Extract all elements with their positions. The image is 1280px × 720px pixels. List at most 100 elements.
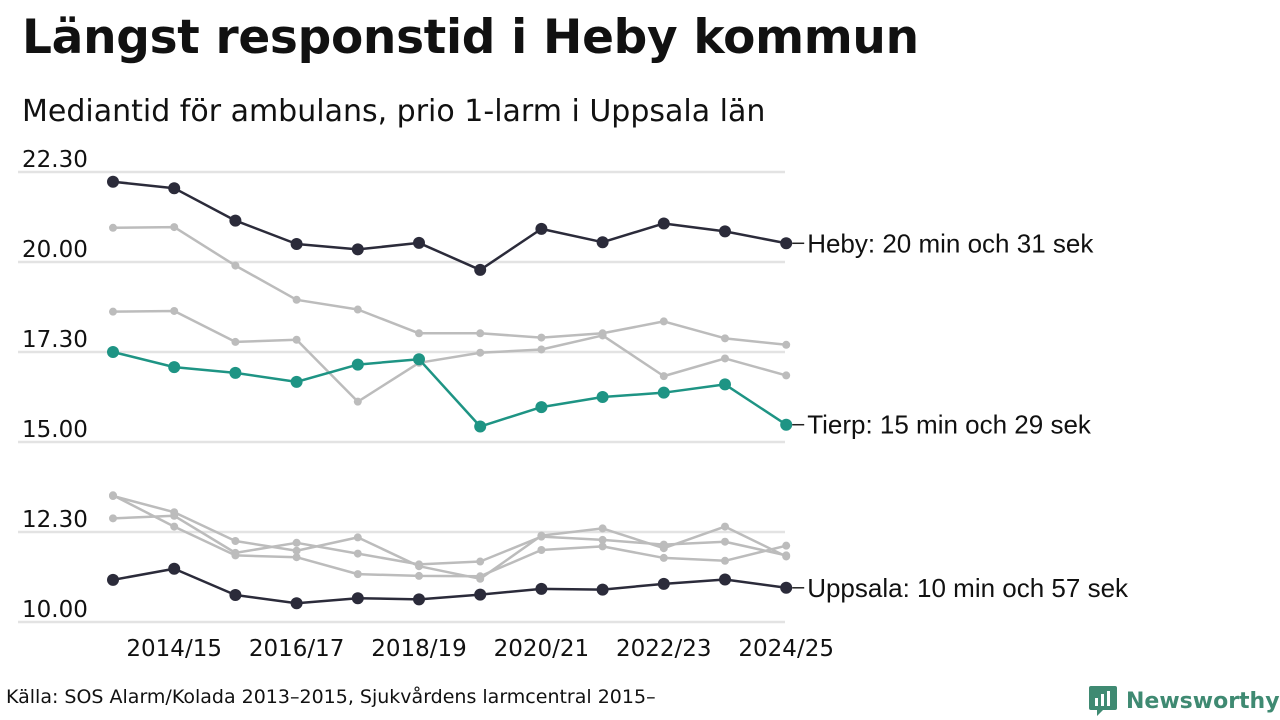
grid-lines	[18, 170, 785, 624]
data-point	[290, 375, 303, 388]
data-point	[657, 386, 670, 399]
data-point	[231, 261, 240, 270]
y-tick-label: 15.00	[22, 417, 88, 443]
series-end-label: Tierp: 15 min och 29 sek	[807, 410, 1092, 440]
data-point	[782, 371, 791, 380]
data-point	[780, 581, 793, 594]
series-end-label: Heby: 20 min och 31 sek	[807, 228, 1094, 258]
data-point	[229, 214, 242, 227]
end-labels: Heby: 20 min och 31 sek Tierp: 15 min och…	[792, 228, 1129, 603]
series-uppsala	[107, 562, 793, 610]
data-point	[476, 329, 485, 338]
data-point	[719, 573, 731, 586]
series-line	[112, 514, 787, 566]
series-övrig-kommun-d	[109, 491, 791, 581]
data-point	[537, 333, 546, 342]
data-point	[292, 335, 301, 344]
data-point	[413, 236, 425, 249]
y-tick-label: 17.30	[22, 327, 88, 353]
data-point	[476, 557, 485, 566]
data-point	[229, 366, 242, 379]
data-point	[231, 537, 240, 545]
data-point	[721, 522, 729, 531]
data-point	[537, 546, 546, 554]
data-point	[537, 532, 546, 541]
x-axis-ticks: 2014/15 2016/17 2018/19 2020/21 2022/23 2024/…	[126, 636, 834, 662]
data-point	[659, 540, 668, 549]
data-point	[535, 222, 548, 235]
data-point	[413, 593, 425, 606]
series-övrig-kommun-e	[109, 511, 791, 569]
data-point	[109, 307, 117, 316]
data-point	[290, 238, 303, 250]
source-note: Källa: SOS Alarm/Kolada 2013–2015, Sjukv…	[6, 686, 656, 708]
data-point	[474, 420, 487, 433]
data-point	[535, 401, 548, 414]
data-point	[107, 346, 119, 358]
data-point	[782, 340, 791, 349]
brand-logo: Newsworthy	[1088, 684, 1280, 718]
data-point	[719, 225, 731, 238]
x-tick-label: 2014/15	[126, 636, 222, 662]
data-point	[782, 551, 791, 560]
data-point	[353, 305, 362, 314]
data-point	[229, 589, 242, 601]
data-point	[170, 223, 179, 232]
data-point	[353, 397, 362, 406]
data-point	[780, 237, 793, 250]
data-point	[413, 353, 425, 366]
chart-subtitle: Mediantid för ambulans, prio 1-larm i Up…	[22, 94, 766, 129]
data-point	[598, 331, 607, 340]
y-tick-label: 10.00	[22, 597, 88, 623]
data-point	[474, 263, 487, 276]
data-point	[107, 175, 119, 188]
data-point	[721, 354, 729, 363]
data-point	[415, 571, 423, 580]
data-point	[659, 553, 668, 562]
y-axis-ticks: 10.00 12.30 15.00 17.30 20.00 22.30	[22, 147, 88, 623]
data-point	[351, 592, 364, 605]
data-point	[476, 572, 485, 581]
data-point	[659, 372, 668, 381]
data-point	[596, 391, 609, 403]
data-point	[292, 553, 301, 562]
data-point	[292, 538, 301, 547]
data-point	[659, 317, 668, 326]
data-point	[109, 514, 117, 523]
series-heby	[107, 175, 793, 276]
data-point	[782, 541, 791, 550]
series-line	[112, 494, 787, 578]
data-point	[657, 217, 670, 230]
newsworthy-icon	[1089, 686, 1117, 716]
series-line	[112, 309, 787, 403]
data-point	[598, 535, 607, 544]
series-övrig-kommun-a	[109, 223, 791, 349]
background-series	[109, 223, 791, 583]
data-point	[168, 182, 181, 195]
data-point	[476, 348, 485, 357]
data-point	[231, 337, 240, 346]
x-tick-label: 2024/25	[738, 636, 834, 662]
highlight-series	[107, 175, 793, 610]
data-point	[780, 418, 793, 431]
x-tick-label: 2016/17	[249, 636, 345, 662]
x-tick-label: 2022/23	[616, 636, 712, 662]
data-point	[598, 542, 607, 551]
series-line	[112, 567, 787, 605]
data-point	[537, 345, 546, 354]
data-point	[109, 223, 117, 232]
data-point	[168, 361, 181, 374]
chart-title: Längst responstid i Heby kommun	[22, 10, 919, 65]
data-point	[170, 511, 179, 520]
series-line	[112, 350, 787, 428]
data-point	[107, 573, 119, 586]
series-line	[112, 225, 787, 347]
y-tick-label: 20.00	[22, 237, 88, 263]
data-point	[535, 582, 548, 595]
data-point	[596, 583, 609, 596]
x-tick-label: 2018/19	[371, 636, 467, 662]
data-point	[415, 329, 423, 338]
data-point	[721, 537, 729, 546]
data-point	[721, 334, 729, 343]
